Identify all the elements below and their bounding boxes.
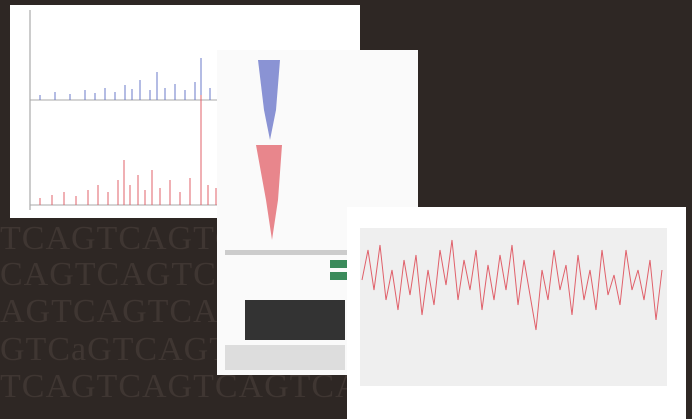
indicator	[330, 272, 348, 280]
signal-trace	[361, 239, 663, 331]
red-spectrum	[39, 95, 217, 205]
slider	[225, 250, 350, 255]
indicator	[330, 260, 348, 268]
plot-area	[360, 228, 667, 386]
signal-window	[347, 207, 686, 419]
red-trace	[256, 145, 282, 240]
image	[245, 300, 345, 340]
blue-trace	[258, 60, 280, 140]
controls	[225, 345, 345, 370]
blue-spectrum	[39, 58, 219, 100]
dna-text: TCAGTCAGTCAGTCAG	[0, 368, 387, 405]
